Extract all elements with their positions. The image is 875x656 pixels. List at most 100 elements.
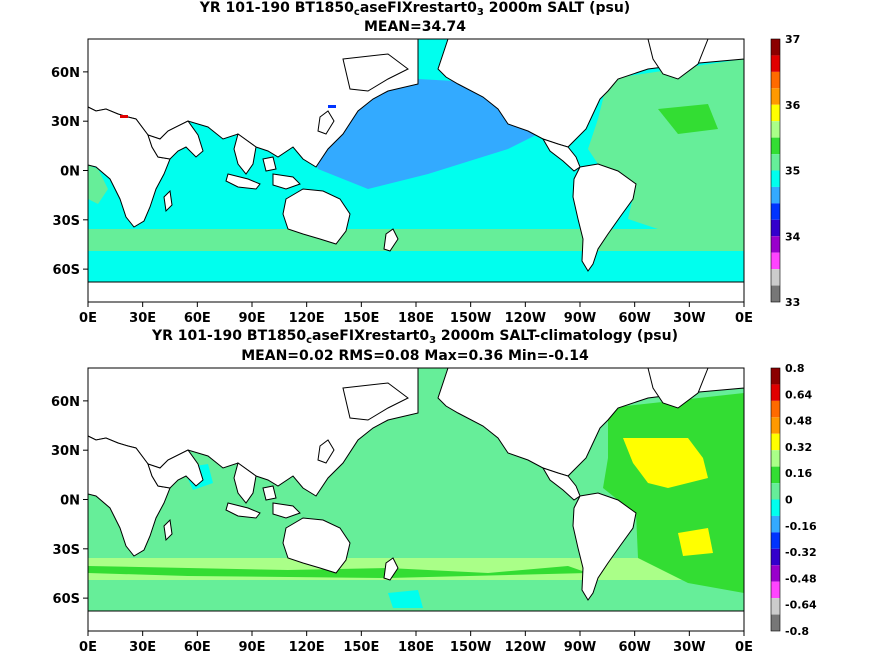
bottom-axes: 0E 30E 60E 90E 120E 150E 180E 150W 120W 90W 60W 30W… (51, 395, 753, 655)
bottom-colorbar-label: -0.64 (785, 599, 817, 612)
bottom-colorbar-label: -0.32 (785, 546, 817, 559)
bottom-colorbar-label: -0.8 (785, 625, 809, 638)
top-colorbar: 37 36 35 34 33 (770, 33, 801, 309)
bottom-colorbar-swatch (771, 515, 780, 533)
top-colorbar-swatch (771, 88, 780, 105)
bottom-lon-label: 30E (129, 640, 156, 655)
top-colorbar-label: 36 (785, 99, 801, 112)
bottom-colorbar-swatch (771, 499, 780, 516)
bottom-colorbar-label: 0.8 (785, 362, 805, 375)
top-colorbar-swatch (771, 71, 780, 89)
bottom-colorbar-swatch (771, 532, 780, 549)
top-atlantic-core (658, 104, 718, 134)
bottom-satlantic-max (678, 528, 713, 556)
bottom-colorbar-swatch (771, 565, 780, 582)
bottom-colorbar-swatch (771, 368, 780, 385)
bottom-colorbar-label: 0.16 (785, 467, 812, 480)
top-panel-stats: MEAN=34.74 (0, 19, 830, 35)
bottom-colorbar-swatch (771, 400, 780, 418)
bottom-lat-label: 60S (53, 592, 80, 607)
top-colorbar-label: 37 (785, 33, 800, 46)
bottom-colorbar-swatch (771, 548, 780, 566)
bottom-lon-label: 120E (289, 640, 325, 655)
top-med-patch (120, 115, 128, 118)
bottom-lon-label: 120W (505, 640, 546, 655)
bottom-colorbar-swatch (771, 614, 780, 631)
top-colorbar-swatch (771, 137, 780, 155)
top-lat-label: 60S (53, 263, 80, 278)
top-colorbar-swatch (771, 104, 780, 122)
bottom-lat-label: 30S (53, 543, 80, 558)
bottom-lon-label: 0E (735, 640, 753, 655)
bottom-colorbar-swatch (771, 417, 780, 434)
top-lon-label: 30W (673, 311, 705, 326)
top-colorbar-swatch (771, 170, 780, 187)
top-title-sub2: 3 (476, 7, 484, 18)
bottom-map (87, 367, 745, 632)
top-colorbar-swatch (771, 203, 780, 220)
bottom-title-text-a: YR 101-190 BT1850 (151, 328, 307, 344)
top-lat-label: 0N (60, 165, 80, 180)
top-west-indian-patch (88, 165, 108, 204)
bottom-lon-label: 90W (564, 640, 596, 655)
top-lon-label: 90E (239, 311, 266, 326)
top-panel-title: YR 101-190 BT1850caseFIXrestart03 2000m … (0, 0, 830, 18)
bottom-title-sub2: 3 (429, 335, 437, 346)
bottom-colorbar-label: 0 (785, 494, 793, 507)
bottom-colorbar: 0.8 0.64 0.48 0.32 0.16 0 -0.16 -0.32 -0.48 -0.64… (770, 362, 817, 638)
bottom-lon-label: 60E (184, 640, 211, 655)
bottom-colorbar-swatch (771, 384, 780, 401)
top-stats-text: MEAN=34.74 (363, 19, 467, 35)
bottom-panel-stats: MEAN=0.02 RMS=0.08 Max=0.36 Min=-0.14 (0, 348, 830, 364)
top-title-sub1: c (353, 7, 360, 18)
top-lon-label: 90W (564, 311, 596, 326)
top-japan-sea-patch (328, 105, 336, 108)
top-title-text-c: 2000m SALT (psu) (483, 0, 631, 16)
bottom-stats-text: MEAN=0.02 RMS=0.08 Max=0.36 Min=-0.14 (241, 348, 589, 364)
bottom-colorbar-swatch (771, 581, 780, 599)
bottom-colorbar-swatch (771, 598, 780, 615)
bottom-colorbar-swatch (771, 466, 780, 484)
bottom-lat-label: 0N (60, 494, 80, 509)
bottom-colorbar-frame (770, 367, 781, 632)
top-colorbar-swatch (771, 252, 780, 270)
top-lon-label: 30E (129, 311, 156, 326)
top-colorbar-swatch (771, 154, 780, 171)
bottom-lon-label: 60W (618, 640, 650, 655)
top-colorbar-label: 35 (785, 165, 800, 178)
top-colorbar-swatch (771, 285, 780, 302)
top-lon-label: 120E (289, 311, 325, 326)
top-axes: 0E 30E 60E 90E 120E 150E 180E 150W 120W 90W 60W 30W… (51, 66, 753, 326)
top-colorbar-swatch (771, 121, 780, 138)
bottom-colorbar-swatch (771, 450, 780, 467)
top-lat-label: 30S (53, 214, 80, 229)
top-lat-label: 60N (51, 66, 80, 81)
top-lon-label: 150E (343, 311, 379, 326)
top-map (87, 38, 745, 303)
top-lon-label: 60E (184, 311, 211, 326)
bottom-title-text-b: aseFIXrestart0 (312, 328, 430, 344)
top-southern-band (88, 229, 744, 251)
top-colorbar-swatch (771, 55, 780, 72)
bottom-colorbar-label: 0.64 (785, 388, 812, 401)
top-lon-label: 60W (618, 311, 650, 326)
bottom-colorbar-swatch (771, 433, 780, 451)
top-lon-label: 180E (398, 311, 434, 326)
bottom-title-sub1: c (306, 335, 313, 346)
bottom-colorbar-label: -0.16 (785, 520, 817, 533)
top-lon-label: 120W (505, 311, 546, 326)
top-colorbar-frame (770, 38, 781, 303)
top-colorbar-swatch (771, 236, 780, 253)
top-colorbar-swatch (771, 219, 780, 237)
bottom-lon-label: 90E (239, 640, 266, 655)
top-lat-label: 30N (51, 115, 80, 130)
top-lon-label: 0E (79, 311, 97, 326)
bottom-panel-title: YR 101-190 BT1850caseFIXrestart03 2000m … (0, 328, 830, 346)
bottom-colorbar-swatch (771, 483, 780, 500)
bottom-colorbar-label: 0.32 (785, 441, 812, 454)
top-colorbar-label: 33 (785, 296, 800, 309)
bottom-southern-neg (388, 590, 423, 608)
top-lon-label: 0E (735, 311, 753, 326)
bottom-atlantic-max (623, 438, 708, 488)
